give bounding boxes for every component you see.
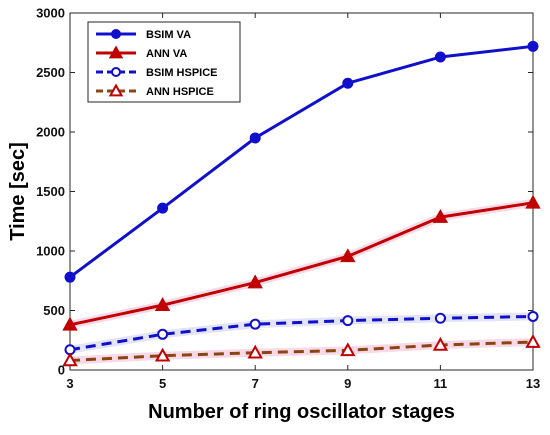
legend-swatch-marker	[111, 29, 121, 39]
legend-swatch-marker	[111, 67, 121, 77]
data-point	[527, 310, 539, 322]
y-tick-label: 1500	[36, 184, 65, 199]
data-point	[434, 312, 446, 324]
y-tick-label: 2500	[36, 65, 65, 80]
series-line	[69, 340, 534, 362]
data-point	[340, 248, 356, 263]
x-tick-label: 9	[344, 376, 351, 391]
x-axis-title: Number of ring oscillator stages	[148, 401, 455, 423]
ticks-layer: 0 500 1000 1500 2000 2500 3000 3 5 7 9 11 13	[36, 6, 540, 392]
legend-label: ANN VA	[146, 48, 187, 60]
legend-item: ANN VA	[96, 45, 187, 60]
y-axis-title: Time [sec]	[7, 142, 29, 241]
series-line	[69, 44, 534, 279]
legend-item: BSIM VA	[96, 29, 191, 41]
x-tick-label: 13	[526, 376, 540, 391]
x-tick-label: 11	[434, 376, 448, 391]
data-point	[157, 328, 169, 340]
series-bsim-va	[64, 40, 539, 283]
legend-swatch-marker	[108, 83, 124, 97]
legend-swatch-marker	[108, 45, 124, 59]
legend-label: ANN HSPICE	[146, 86, 214, 98]
x-tick-label: 5	[159, 376, 166, 391]
y-tick-label: 0	[58, 363, 65, 378]
series-line	[69, 201, 534, 327]
legend-item: ANN HSPICE	[96, 83, 214, 98]
data-point	[247, 344, 263, 359]
data-point	[342, 315, 354, 327]
series-layer	[62, 40, 541, 367]
legend: BSIM VA ANN VA BSIM HSPICE ANN HSPICE	[87, 21, 241, 103]
data-point	[525, 194, 541, 209]
series-ann-va	[62, 194, 541, 331]
data-point	[154, 347, 171, 362]
legend-label: BSIM HSPICE	[146, 67, 218, 79]
data-point	[154, 297, 171, 311]
data-point	[64, 271, 76, 283]
x-tick-label: 3	[66, 376, 73, 391]
series-line	[69, 314, 534, 352]
legend-label: BSIM VA	[146, 29, 191, 41]
data-point	[432, 336, 449, 351]
data-point	[157, 202, 169, 214]
data-point	[525, 333, 541, 348]
legend-item: BSIM HSPICE	[96, 67, 218, 79]
y-tick-label: 500	[43, 303, 65, 318]
data-point	[340, 342, 356, 357]
data-point	[249, 132, 261, 144]
data-point	[342, 77, 354, 89]
data-point	[62, 316, 78, 331]
data-point	[247, 274, 263, 289]
data-point	[527, 40, 539, 52]
y-tick-label: 3000	[36, 6, 65, 21]
series-bsim-hspice	[64, 310, 539, 356]
y-tick-label: 2000	[36, 125, 65, 140]
x-tick-label: 7	[252, 376, 259, 391]
y-tick-label: 1000	[36, 244, 65, 259]
data-point	[249, 318, 261, 330]
data-point	[432, 209, 449, 223]
data-point	[434, 51, 446, 63]
